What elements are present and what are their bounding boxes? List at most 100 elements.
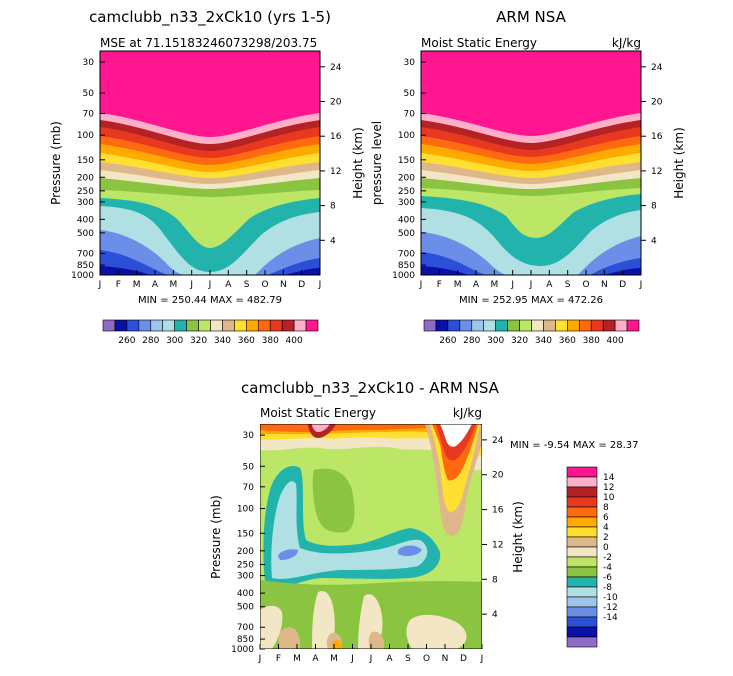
pressure-tick-label: 150 [77, 156, 94, 166]
colorbar-swatch [186, 319, 199, 332]
pressure-tick-label: 400 [237, 589, 254, 599]
pressure-tick-label: 100 [237, 505, 254, 515]
colorbar-swatch [495, 319, 508, 332]
height-tick-label: 20 [330, 98, 342, 108]
colorbar-label: 280 [463, 336, 480, 346]
pressure-tick-label: 50 [83, 89, 95, 99]
colorbar-label: 400 [607, 336, 624, 346]
height-tick-label: 4 [492, 610, 498, 620]
panel-model-ylabel: Pressure (mb) [49, 121, 63, 205]
colorbar-swatch [566, 596, 598, 608]
colorbar-label: -6 [603, 573, 612, 583]
colorbar-label: 320 [190, 336, 207, 346]
pressure-tick-label: 500 [237, 603, 254, 613]
colorbar-swatch [567, 319, 580, 332]
pressure-tick-label: 200 [398, 173, 415, 183]
month-tick-label: D [460, 654, 467, 664]
panel-diff-plot [260, 424, 482, 649]
height-tick-label: 8 [330, 202, 336, 212]
colorbar-swatch [234, 319, 247, 332]
colorbar-label: 12 [603, 483, 614, 493]
colorbar-swatch [174, 319, 187, 332]
pressure-tick-label: 700 [237, 623, 254, 633]
colorbar-swatch [602, 319, 616, 332]
colorbar-swatch [566, 576, 598, 588]
month-tick-label: F [437, 280, 442, 290]
height-tick-label: 12 [330, 167, 341, 177]
colorbar-swatch [257, 319, 271, 332]
height-tick-label: 8 [492, 575, 498, 585]
pressure-tick-label: 300 [77, 198, 94, 208]
pressure-tick-label: 150 [237, 529, 254, 539]
pressure-tick-label: 50 [404, 89, 416, 99]
colorbar-label: 2 [603, 533, 609, 543]
colorbar-swatch [614, 319, 628, 332]
height-tick-label: 24 [492, 436, 504, 446]
colorbar-label: 10 [603, 493, 615, 503]
colorbar-swatch [566, 496, 598, 508]
panel-diff-units: kJ/kg [453, 406, 482, 420]
colorbar-swatch [519, 319, 532, 332]
month-tick-label: J [639, 280, 643, 290]
colorbar-label: -12 [603, 603, 618, 613]
colorbar-label: 360 [559, 336, 576, 346]
colorbar-label: 340 [214, 336, 231, 346]
pressure-tick-label: 400 [398, 215, 415, 225]
panel-model: camclubb_n33_2xCk10 (yrs 1-5) MSE at 71.… [49, 8, 365, 346]
height-tick-label: 16 [330, 132, 342, 142]
colorbar-swatch [507, 319, 520, 332]
pressure-tick-label: 300 [237, 572, 254, 582]
colorbar-swatch [566, 626, 598, 638]
colorbar-swatch [138, 319, 152, 332]
panel-obs-ylabel: pressure level [370, 121, 384, 205]
colorbar-swatch [566, 566, 598, 578]
colorbar-label: 400 [286, 336, 303, 346]
month-tick-label: A [152, 280, 159, 290]
colorbar-label: -2 [603, 553, 612, 563]
colorbar-label: 0 [603, 543, 609, 553]
pressure-tick-label: 250 [237, 560, 254, 570]
month-tick-label: M [133, 280, 141, 290]
month-tick-label: A [473, 280, 480, 290]
colorbar-label: 6 [603, 513, 609, 523]
colorbar-swatch [531, 319, 544, 332]
month-tick-label: J [98, 280, 102, 290]
colorbar-swatch [210, 319, 223, 332]
month-tick-label: J [529, 280, 533, 290]
colorbar-swatch [126, 319, 140, 332]
panel-obs-plot [420, 50, 642, 276]
pressure-tick-label: 250 [77, 187, 94, 197]
colorbar-label: -14 [603, 613, 618, 623]
panel-obs-title: ARM NSA [496, 8, 566, 26]
pressure-tick-label: 850 [398, 261, 415, 271]
month-tick-label: O [261, 280, 268, 290]
pressure-tick-label: 250 [398, 187, 415, 197]
pressure-tick-label: 100 [398, 131, 415, 141]
colorbar-swatch [566, 586, 598, 598]
colorbar-label: -4 [603, 563, 612, 573]
colorbar-label: 380 [583, 336, 600, 346]
pressure-tick-label: 30 [404, 58, 416, 68]
colorbar-swatch [246, 319, 259, 332]
colorbar-swatch [102, 319, 116, 332]
colorbar-swatch [305, 319, 319, 332]
height-tick-label: 4 [330, 236, 336, 246]
colorbar-swatch [578, 319, 592, 332]
colorbar-swatch [566, 476, 598, 488]
panel-model-minmax: MIN = 250.44 MAX = 482.79 [138, 295, 282, 306]
colorbar-swatch [566, 466, 598, 478]
pressure-tick-label: 500 [398, 229, 415, 239]
panel-model-plot [99, 50, 321, 276]
month-tick-label: J [419, 280, 423, 290]
panel-diff: camclubb_n33_2xCk10 - ARM NSA Moist Stat… [209, 379, 639, 664]
colorbar-swatch [483, 319, 496, 332]
pressure-tick-label: 1000 [231, 645, 254, 655]
colorbar-swatch [566, 616, 598, 628]
month-tick-label: M [169, 280, 177, 290]
colorbar-swatch [459, 319, 473, 332]
height-tick-label: 20 [492, 471, 504, 481]
